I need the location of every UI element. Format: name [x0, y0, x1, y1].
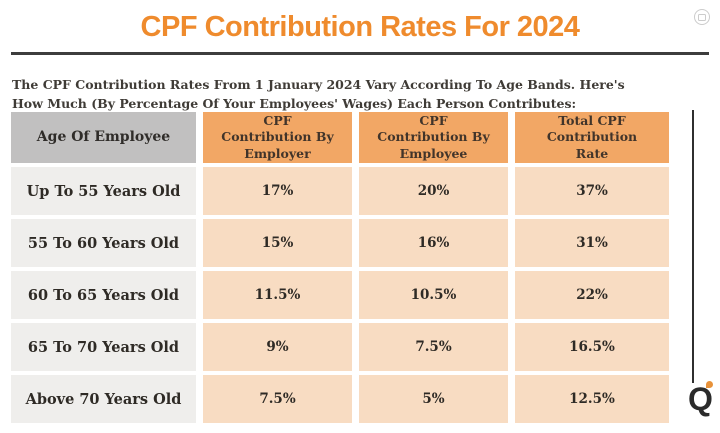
brand-logo: Q	[688, 381, 718, 423]
header-cell-employee: CPF Contribution By Employee	[359, 112, 508, 163]
watermark-badge-icon	[694, 9, 710, 25]
rate-cell: 10.5%	[359, 271, 508, 319]
rate-cell: 5%	[359, 375, 508, 423]
rate-cell: 7.5%	[359, 323, 508, 371]
rate-cell: 11.5%	[203, 271, 352, 319]
logo-accent-dot	[706, 381, 713, 388]
age-band-cell: 60 To 65 Years Old	[11, 271, 196, 319]
logo-letter: Q	[688, 381, 713, 417]
rate-cell: 16%	[359, 219, 508, 267]
age-band-cell: 55 To 60 Years Old	[11, 219, 196, 267]
cpf-rates-table: Age Of Employee CPF Contribution By Empl…	[11, 112, 669, 423]
rate-cell: 20%	[359, 167, 508, 215]
rate-cell: 17%	[203, 167, 352, 215]
rate-cell: 16.5%	[515, 323, 669, 371]
rate-cell: 12.5%	[515, 375, 669, 423]
header-cell-employer: CPF Contribution By Employer	[203, 112, 352, 163]
page-title: CPF Contribution Rates For 2024	[140, 11, 580, 43]
header-cell-total: Total CPF Contribution Rate	[515, 112, 669, 163]
rate-cell: 7.5%	[203, 375, 352, 423]
rate-cell: 22%	[515, 271, 669, 319]
header-cell-age: Age Of Employee	[11, 112, 196, 163]
rate-cell: 37%	[515, 167, 669, 215]
right-border-line	[692, 110, 694, 383]
age-band-cell: Up To 55 Years Old	[11, 167, 196, 215]
rate-cell: 9%	[203, 323, 352, 371]
age-band-cell: Above 70 Years Old	[11, 375, 196, 423]
subtitle-text: The CPF Contribution Rates From 1 Januar…	[12, 76, 625, 111]
title-divider	[11, 52, 709, 55]
rate-cell: 15%	[203, 219, 352, 267]
age-band-cell: 65 To 70 Years Old	[11, 323, 196, 371]
watermark-inner-square	[698, 13, 706, 21]
rate-cell: 31%	[515, 219, 669, 267]
